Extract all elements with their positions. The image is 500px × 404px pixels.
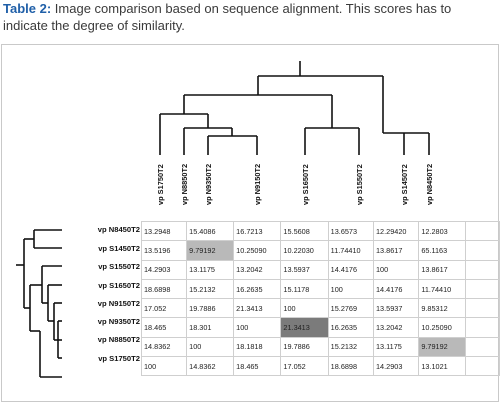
column-label: vp N8850T2 xyxy=(180,164,189,205)
table-row: 18.6898 15.2132 16.2635 15.1178 100 14.4… xyxy=(140,278,500,300)
matrix-cell: 100 xyxy=(233,317,282,338)
matrix-cell: 18.465 xyxy=(233,356,282,377)
row-label: vp N9350T2 xyxy=(97,317,140,326)
column-label: vp N8450T2 xyxy=(425,164,434,205)
matrix-cell: 13.5937 xyxy=(372,298,420,319)
matrix-cell: 18.465 xyxy=(140,317,188,338)
table-caption: Table 2: Image comparison based on seque… xyxy=(3,0,497,34)
matrix-cell: 65.1163 xyxy=(418,240,466,261)
matrix-cell: 17.052 xyxy=(140,298,188,319)
matrix-cell xyxy=(464,240,500,261)
matrix-cell: 18.1818 xyxy=(233,336,282,358)
matrix-cell: 10.25090 xyxy=(418,317,466,338)
matrix-cell-highlight: 9.79192 xyxy=(418,336,466,358)
matrix-cell: 18.6898 xyxy=(140,278,188,300)
matrix-cell: 14.2903 xyxy=(372,356,420,377)
matrix-cell: 100 xyxy=(280,298,329,319)
matrix-cell xyxy=(464,317,500,338)
matrix-cell: 14.4176 xyxy=(327,259,375,280)
row-label: vp S1650T2 xyxy=(98,281,140,290)
matrix-cell: 12.2803 xyxy=(418,220,466,242)
matrix-cell: 18.6898 xyxy=(327,356,375,377)
matrix-cell: 10.22030 xyxy=(280,240,329,261)
matrix-cell: 100 xyxy=(327,278,375,300)
matrix-cell-highlight: 9.79192 xyxy=(186,240,235,261)
matrix-cell: 13.8617 xyxy=(372,240,420,261)
matrix-cell: 15.1178 xyxy=(280,278,329,300)
caption-text: Image comparison based on sequence align… xyxy=(3,1,452,33)
matrix-cell: 16.7213 xyxy=(233,220,282,242)
table-row: 18.465 18.301 100 21.3413 16.2635 13.204… xyxy=(140,317,500,338)
matrix-cell: 11.74410 xyxy=(418,278,466,300)
column-labels: vp S1750T2 vp N8850T2 vp N9350T2 vp N915… xyxy=(156,164,434,205)
table-row: 14.2903 13.1175 13.2042 13.5937 14.4176 … xyxy=(140,259,500,280)
matrix-cell: 13.2948 xyxy=(140,220,188,242)
row-label: vp S1550T2 xyxy=(98,262,140,271)
matrix-cell: 100 xyxy=(372,259,420,280)
row-label: vp N9150T2 xyxy=(97,299,140,308)
matrix-cell: 15.4086 xyxy=(186,220,235,242)
matrix-cell: 13.1021 xyxy=(418,356,466,377)
row-label: vp N8850T2 xyxy=(97,335,140,344)
matrix-cell: 14.2903 xyxy=(140,259,188,280)
matrix-cell: 13.5937 xyxy=(280,259,329,280)
column-label: vp S1550T2 xyxy=(355,164,364,205)
matrix-cell: 15.5608 xyxy=(280,220,329,242)
similarity-matrix: 13.2948 15.4086 16.7213 15.5608 13.6573 … xyxy=(140,220,500,377)
column-label: vp S1650T2 xyxy=(301,164,310,205)
matrix-cell xyxy=(464,278,500,300)
row-label: vp N8450T2 xyxy=(97,225,140,234)
row-label: vp S1450T2 xyxy=(98,244,140,253)
column-label: vp N9350T2 xyxy=(204,164,213,205)
matrix-cell: 15.2132 xyxy=(186,278,235,300)
matrix-cell: 12.29420 xyxy=(372,220,420,242)
matrix-cell xyxy=(464,356,500,377)
matrix-cell: 10.25090 xyxy=(233,240,282,261)
matrix-cell: 13.5196 xyxy=(140,240,188,261)
matrix-cell: 13.2042 xyxy=(233,259,282,280)
matrix-cell xyxy=(464,298,500,319)
matrix-cell: 100 xyxy=(140,356,188,377)
matrix-cell: 100 xyxy=(186,336,235,358)
matrix-cell: 18.301 xyxy=(186,317,235,338)
matrix-cell: 14.8362 xyxy=(186,356,235,377)
matrix-cell xyxy=(464,336,500,358)
matrix-cell: 19.7886 xyxy=(280,336,329,358)
matrix-cell: 11.74410 xyxy=(327,240,375,261)
matrix-cell: 13.1175 xyxy=(372,336,420,358)
table-row: 14.8362 100 18.1818 19.7886 15.2132 13.1… xyxy=(140,336,500,358)
table-row: 13.5196 9.79192 10.25090 10.22030 11.744… xyxy=(140,240,500,261)
matrix-cell: 15.2769 xyxy=(327,298,375,319)
matrix-cell: 13.1175 xyxy=(186,259,235,280)
matrix-cell: 13.8617 xyxy=(418,259,466,280)
matrix-cell: 15.2132 xyxy=(327,336,375,358)
table-row: 13.2948 15.4086 16.7213 15.5608 13.6573 … xyxy=(140,220,500,242)
column-label: vp N9150T2 xyxy=(253,164,262,205)
matrix-cell: 13.6573 xyxy=(327,220,375,242)
top-dendrogram xyxy=(159,61,430,155)
matrix-cell xyxy=(464,259,500,280)
matrix-cell: 21.3413 xyxy=(233,298,282,319)
matrix-cell: 14.8362 xyxy=(140,336,188,358)
matrix-cell: 19.7886 xyxy=(186,298,235,319)
matrix-cell: 9.85312 xyxy=(418,298,466,319)
matrix-cell: 16.2635 xyxy=(233,278,282,300)
table-row: 17.052 19.7886 21.3413 100 15.2769 13.59… xyxy=(140,298,500,319)
matrix-cell-highlight: 21.3413 xyxy=(280,317,329,338)
row-label: vp S1750T2 xyxy=(98,354,140,363)
column-label: vp S1750T2 xyxy=(156,164,165,205)
caption-label: Table 2: xyxy=(3,1,52,16)
matrix-cell: 16.2635 xyxy=(327,317,375,338)
matrix-cell: 14.4176 xyxy=(372,278,420,300)
left-dendrogram xyxy=(16,229,62,378)
column-label: vp S1450T2 xyxy=(400,164,409,205)
matrix-cell: 17.052 xyxy=(280,356,329,377)
matrix-cell xyxy=(464,220,500,242)
matrix-cell: 13.2042 xyxy=(372,317,420,338)
table-row: 100 14.8362 18.465 17.052 18.6898 14.290… xyxy=(140,356,500,377)
